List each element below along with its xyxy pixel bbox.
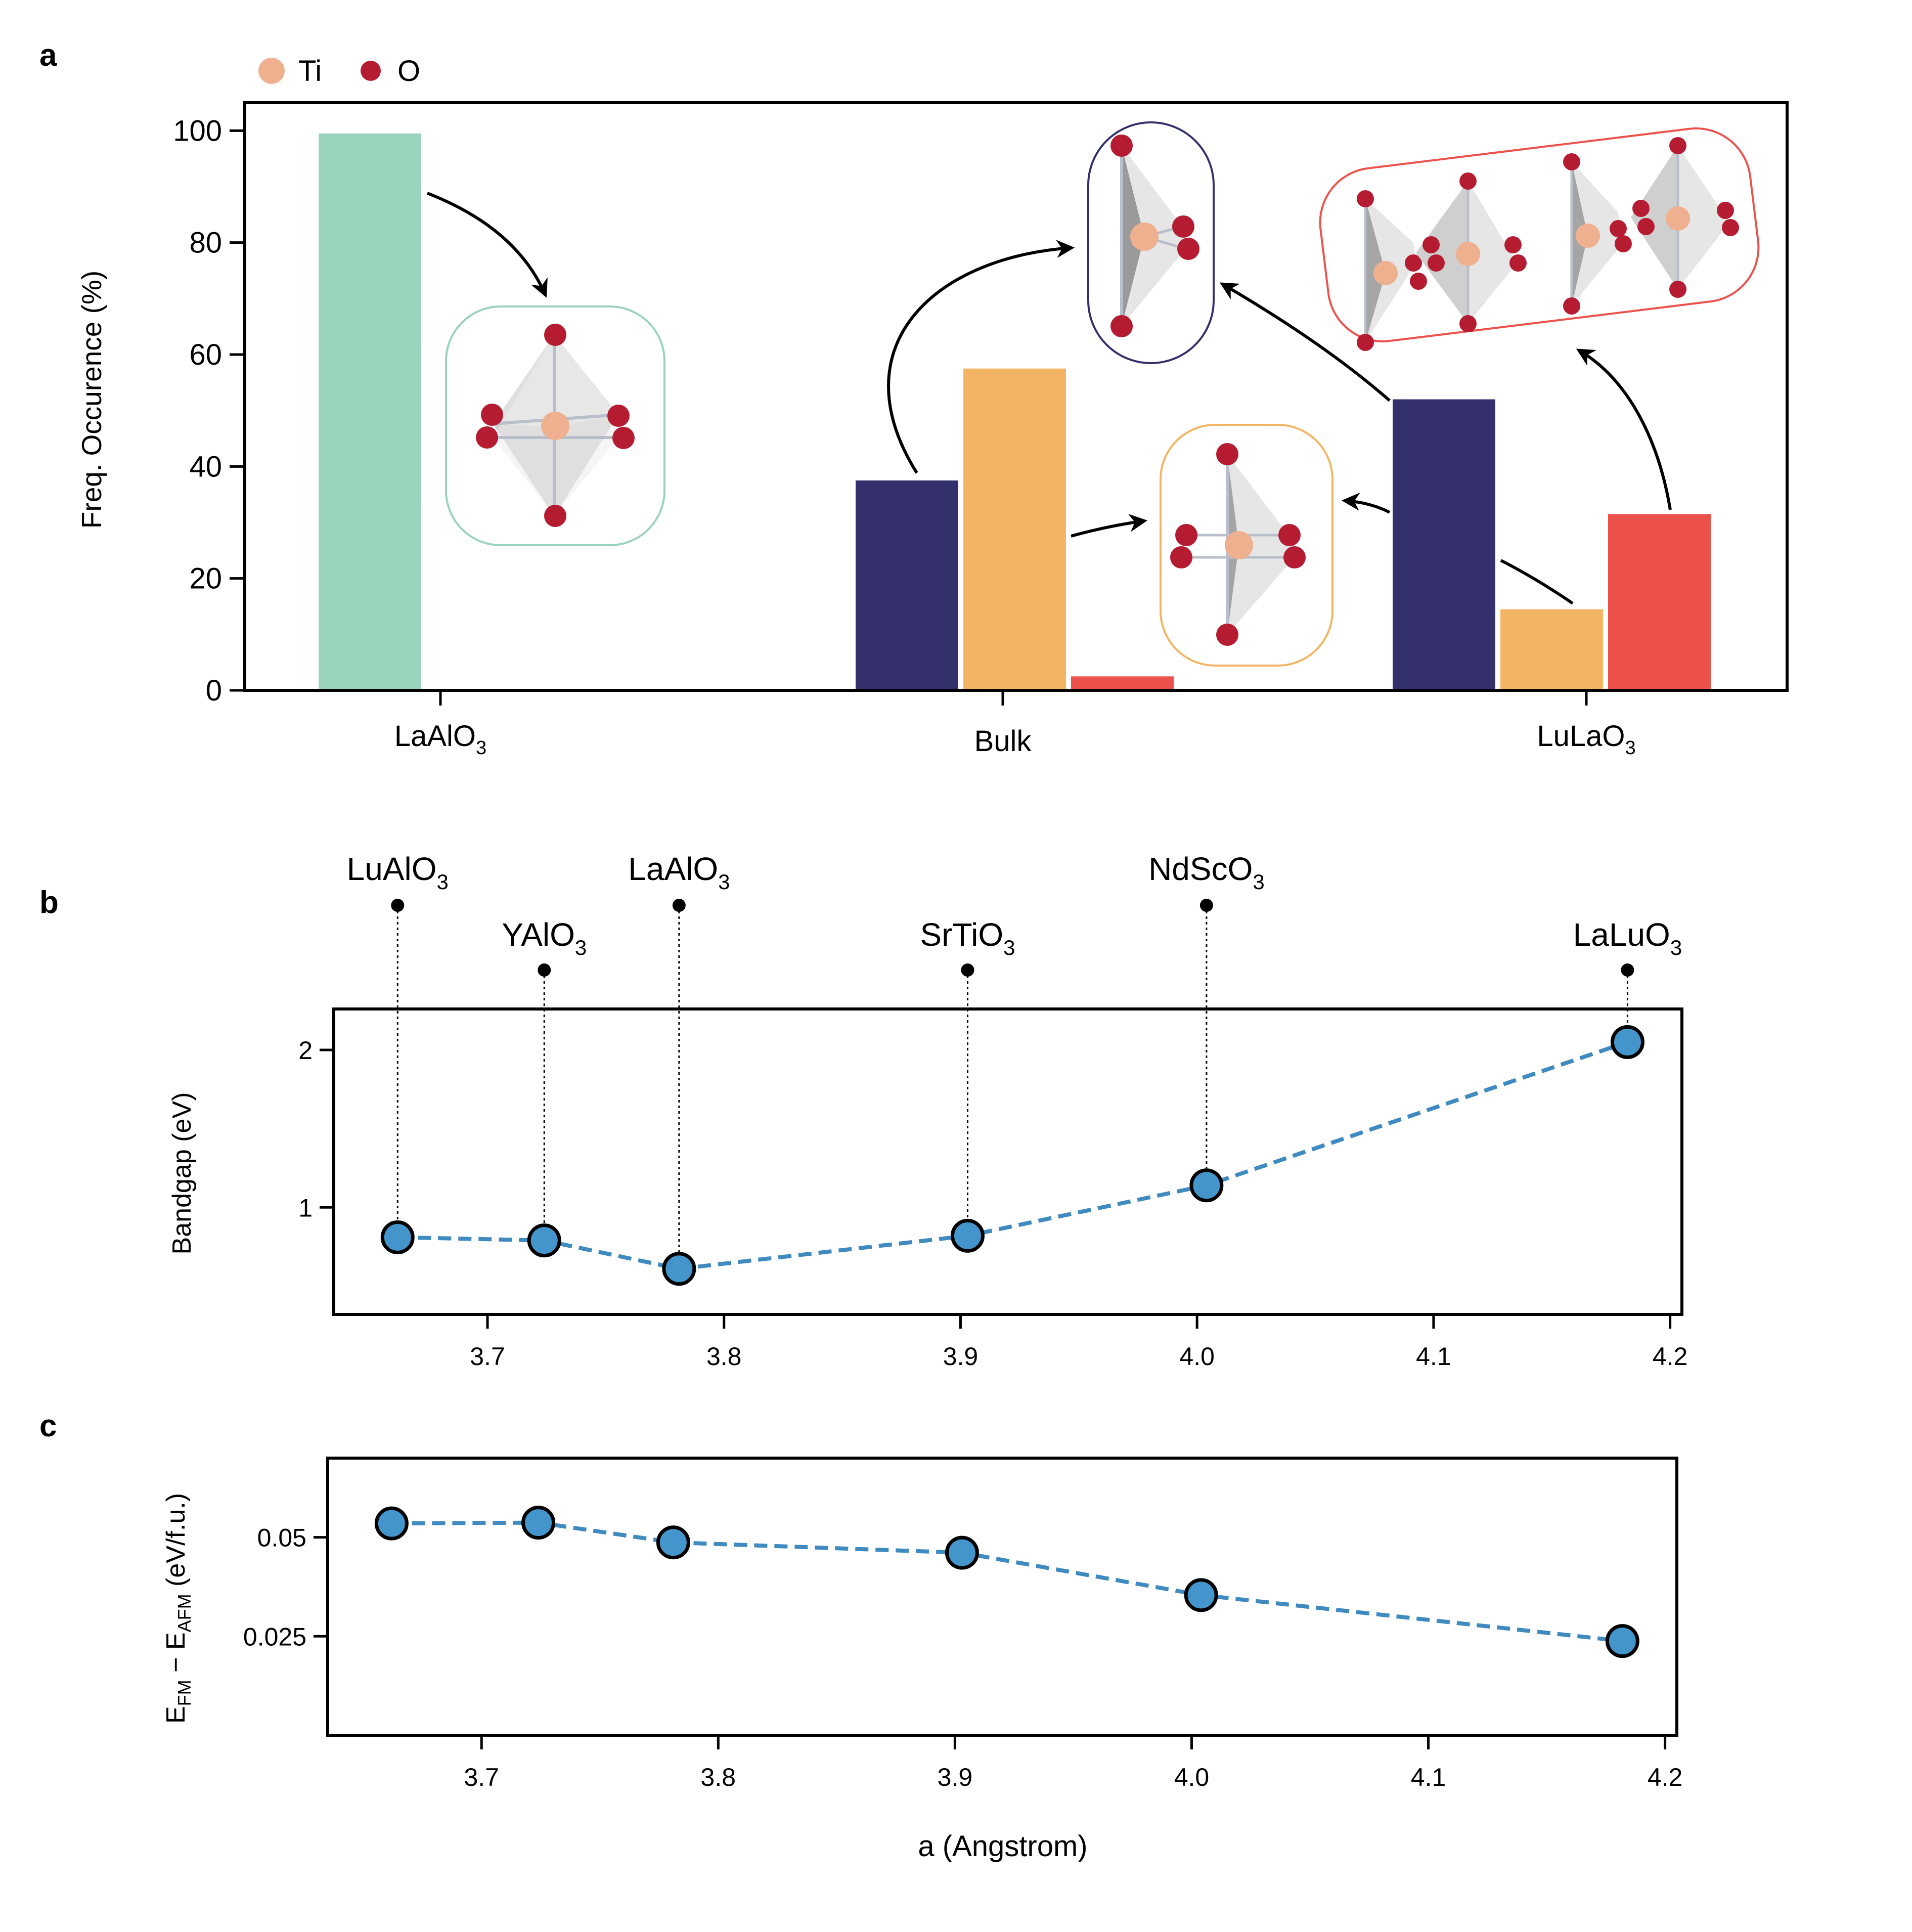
legend: Ti O	[258, 55, 420, 87]
plot-frame-b	[332, 1007, 1683, 1316]
data-point-c-3	[945, 1535, 979, 1570]
bars-a	[319, 133, 1711, 706]
data-point-b-0	[380, 1220, 415, 1254]
data-point-b-2	[662, 1252, 696, 1286]
material-dot-0	[391, 899, 405, 912]
data-point-b-4	[1189, 1168, 1224, 1203]
data-point-c-0	[374, 1506, 409, 1541]
data-point-c-4	[1184, 1578, 1218, 1612]
panel-c-label: c	[39, 1409, 57, 1443]
material-dot-1	[538, 963, 551, 977]
material-dot-4	[1199, 899, 1213, 912]
inset-orange-distorted-octahedron	[1160, 424, 1333, 667]
y-tick-label-c-0.05: 0.05	[257, 1524, 306, 1552]
legend-o-marker	[361, 61, 381, 81]
x-tick-label-b-4.1: 4.1	[1416, 1342, 1451, 1371]
y-axis-label-c: EFM − EAFM (eV/f.u.)	[161, 1493, 195, 1724]
material-dot-5	[1621, 963, 1634, 977]
inset-red-octahedral-chain	[1319, 127, 1760, 351]
arrow-lulao3-navy-to-orange	[1341, 492, 1391, 514]
x-tick-label-c-3.9: 3.9	[938, 1763, 973, 1791]
y-tick-label-a-60: 60	[189, 338, 222, 371]
series-c	[374, 1506, 1639, 1658]
bar-lulao3-5	[1500, 609, 1603, 690]
bar-bulk-3	[1071, 676, 1174, 690]
category-label-bulk: Bulk	[974, 725, 1032, 758]
x-tick-label-b-4.2: 4.2	[1653, 1342, 1688, 1371]
material-label-3: SrTiO3	[920, 916, 1015, 959]
y-axis-label-a: Freq. Occurence (%)	[76, 271, 107, 529]
legend-o-label: O	[397, 55, 420, 87]
panel-b: b Bandgap (eV) LuAlO3 YAlO3 LaAlO3 SrTiO3 Nd…	[39, 851, 1687, 1371]
series-line-b	[397, 1040, 1628, 1271]
material-dot-3	[961, 963, 974, 977]
x-tick-label-c-4.1: 4.1	[1411, 1763, 1446, 1791]
legend-ti-label: Ti	[298, 55, 322, 87]
panel-a-label: a	[39, 38, 57, 73]
arrow-lulao3-navy-to-pill	[1219, 282, 1391, 402]
data-point-b-5	[1610, 1025, 1644, 1059]
material-label-0: LuAlO3	[347, 851, 449, 894]
data-point-c-2	[656, 1525, 690, 1560]
legend-ti-marker	[258, 58, 285, 84]
y-tick-label-c-0.025: 0.025	[243, 1622, 306, 1651]
series-line-c	[391, 1520, 1623, 1643]
x-tick-label-b-3.8: 3.8	[706, 1342, 742, 1371]
ticks-c: 3.7 3.8 3.9 4.0 4.1 4.2 0.025 0.05	[243, 1524, 1682, 1791]
y-axis-label-b: Bandgap (eV)	[167, 1092, 197, 1255]
y-tick-label-b-2: 2	[298, 1036, 313, 1065]
x-tick-label-c-3.8: 3.8	[701, 1763, 736, 1791]
x-tick-label-b-4.0: 4.0	[1179, 1342, 1215, 1371]
bar-bulk-1	[856, 480, 958, 690]
y-ticks-a: 0 20 40 60 80 100	[173, 114, 245, 707]
bar-lulao3-6	[1608, 514, 1711, 690]
plot-frame-a	[243, 101, 1789, 692]
bar-laalo3-0	[319, 133, 421, 690]
data-point-b-1	[527, 1223, 561, 1258]
x-tick-label-c-3.7: 3.7	[464, 1763, 499, 1791]
plot-frame-c	[326, 1457, 1678, 1737]
y-tick-label-a-80: 80	[189, 227, 222, 259]
material-label-2: LaAlO3	[628, 851, 730, 894]
material-markers: LuAlO3 YAlO3 LaAlO3 SrTiO3 NdScO3 LaLuO3	[347, 851, 1682, 1253]
bar-bulk-2	[963, 368, 1066, 690]
arrow-bulk-orange-to-inset	[1071, 514, 1148, 538]
arrow-bulk-navy-to-pill	[887, 240, 1075, 474]
series-b	[380, 1025, 1644, 1286]
category-label-lulao3: LuLaO3	[1537, 720, 1635, 759]
x-category-labels-a: LaAlO3 Bulk LuLaO3	[394, 720, 1636, 759]
x-tick-label-b-3.9: 3.9	[943, 1342, 979, 1371]
y-tick-label-a-100: 100	[173, 114, 222, 147]
material-label-5: LaLuO3	[1573, 916, 1682, 959]
material-dot-2	[672, 899, 686, 912]
x-tick-label-c-4.2: 4.2	[1648, 1763, 1683, 1791]
panel-c: c EFM − EAFM (eV/f.u.) 3.7 3.8 3.9 4.0 4.1 4.…	[39, 1409, 1682, 1863]
y-tick-label-a-0: 0	[206, 674, 222, 707]
x-axis-label-c: a (Angstrom)	[918, 1830, 1087, 1863]
inset-laalo3-octahedron	[445, 305, 665, 546]
category-label-laalo3: LaAlO3	[394, 720, 486, 759]
inset-navy-distorted-octahedron	[1087, 121, 1215, 364]
bar-lulao3-4	[1393, 399, 1495, 690]
y-tick-label-a-20: 20	[189, 562, 222, 595]
panel-a: a Ti O Freq. Occurence (%) 0 20 40 60 80 100	[39, 38, 1789, 759]
arrow-laalo3-to-inset	[426, 192, 548, 298]
y-tick-label-b-1: 1	[298, 1194, 313, 1222]
data-point-b-3	[950, 1218, 985, 1253]
material-label-4: NdScO3	[1148, 851, 1265, 894]
material-label-1: YAlO3	[502, 916, 587, 959]
panel-b-label: b	[39, 885, 59, 920]
x-tick-label-b-3.7: 3.7	[470, 1342, 505, 1371]
y-tick-label-a-40: 40	[189, 450, 222, 483]
arrow-lulao3-red-to-chain	[1576, 348, 1672, 510]
transition-arrows	[426, 192, 1672, 605]
data-point-c-1	[521, 1506, 556, 1540]
data-point-c-5	[1605, 1624, 1639, 1658]
x-tick-label-c-4.0: 4.0	[1174, 1763, 1210, 1791]
arrow-lulao3-orange-curve	[1500, 559, 1574, 605]
ticks-b: 3.7 3.8 3.9 4.0 4.1 4.2 1 2	[298, 1036, 1687, 1371]
